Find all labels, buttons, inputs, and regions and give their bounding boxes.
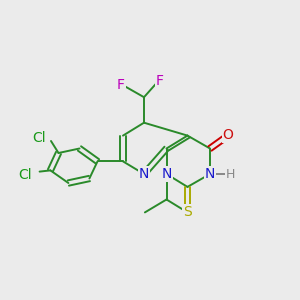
Text: O: O xyxy=(223,128,233,142)
Text: N: N xyxy=(139,167,149,181)
Text: Cl: Cl xyxy=(32,131,46,145)
Text: Cl: Cl xyxy=(18,168,32,182)
Text: F: F xyxy=(156,74,164,88)
Text: N: N xyxy=(205,167,215,181)
Text: H: H xyxy=(225,167,235,181)
Text: S: S xyxy=(183,205,192,219)
Text: N: N xyxy=(161,167,172,181)
Text: F: F xyxy=(117,78,125,92)
